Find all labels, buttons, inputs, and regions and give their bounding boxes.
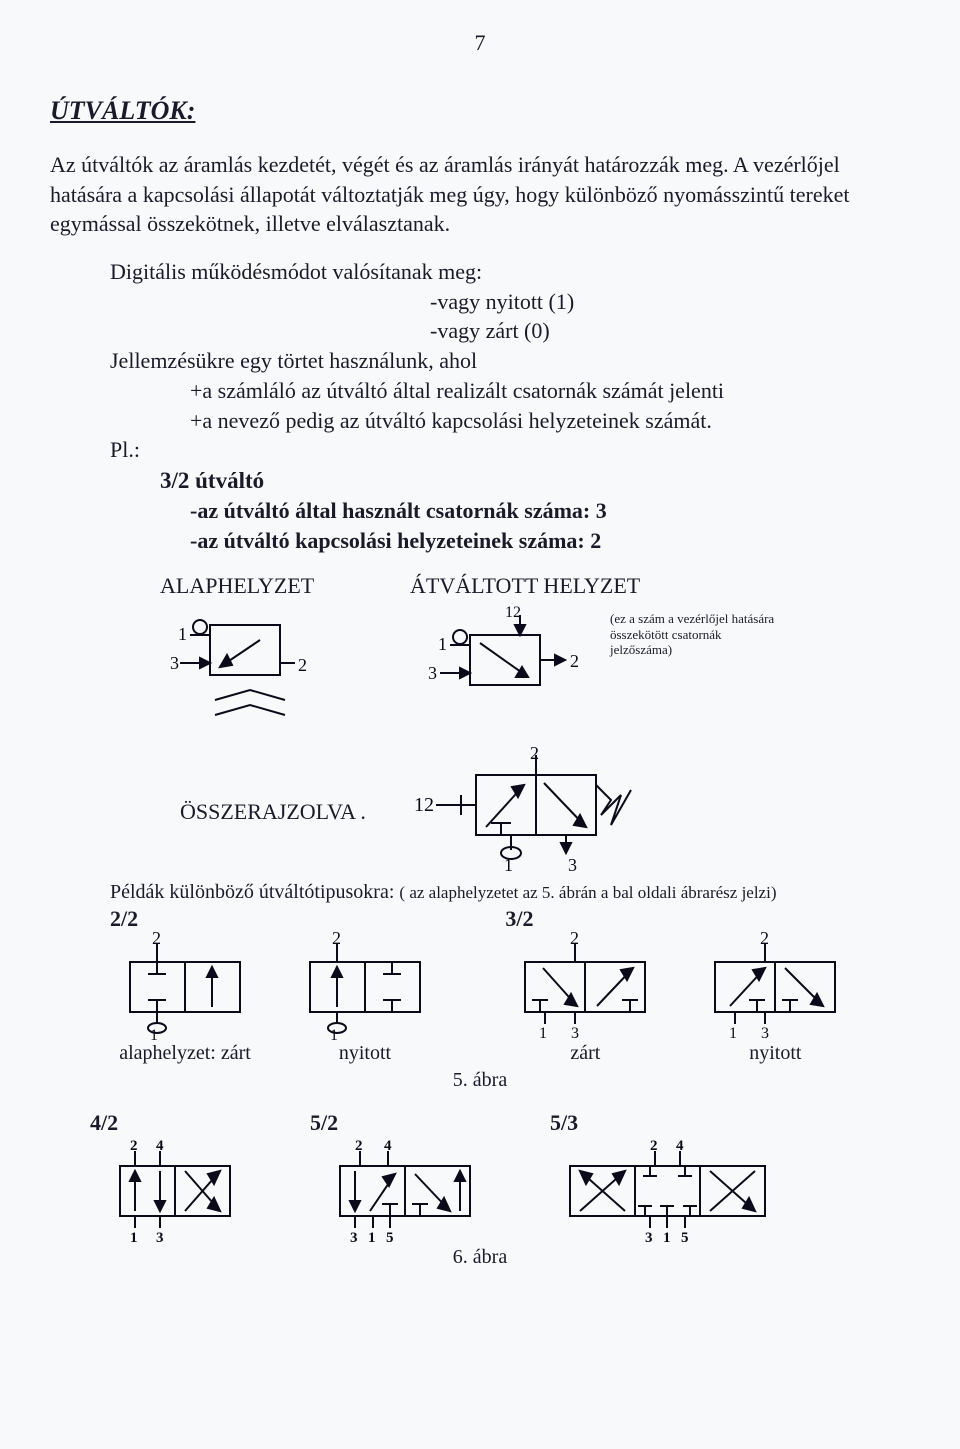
fraction-denominator: +a nevező pedig az útváltó kapcsolási he…	[50, 406, 910, 436]
p4: 4	[384, 1138, 392, 1154]
p1: 1	[150, 1027, 158, 1042]
valve-22-open: 2 1 nyitott	[290, 932, 440, 1065]
type-42-label: 4/2	[90, 1110, 118, 1136]
p2: 2	[152, 932, 161, 948]
p3: 3	[645, 1230, 653, 1246]
example-label: Pl.:	[50, 435, 910, 465]
port-2-label: 2	[298, 655, 307, 675]
fraction-numerator: +a számláló az útváltó által realizált c…	[50, 376, 910, 406]
figure-5-caption: 5. ábra	[50, 1069, 910, 1092]
section-title: ÚTVÁLTÓK:	[50, 96, 910, 126]
port-1-combined: 1	[504, 855, 513, 875]
valve-channels-line: -az útváltó által használt csatornák szá…	[50, 496, 910, 526]
port-3-label: 3	[170, 653, 179, 673]
valve-positions-line: -az útváltó kapcsolási helyzeteinek szám…	[50, 526, 910, 556]
p5: 5	[681, 1230, 689, 1246]
p3: 3	[156, 1230, 164, 1246]
p1: 1	[729, 1025, 737, 1042]
valve-combined-svg: 12 2 1 3	[406, 745, 686, 875]
port-2-combined: 2	[530, 745, 539, 763]
p2: 2	[355, 1138, 363, 1154]
default-position-figure: ALAPHELYZET	[160, 573, 340, 735]
port-1-label: 1	[178, 624, 187, 644]
type-53-label: 5/3	[550, 1110, 578, 1136]
valve-32-open: 2 1 3 nyitott	[695, 932, 855, 1065]
p4: 4	[156, 1138, 164, 1154]
p2: 2	[650, 1138, 658, 1154]
valve-52: 5/2	[310, 1110, 500, 1246]
p1: 1	[130, 1230, 138, 1246]
p2: 2	[332, 932, 341, 948]
p1: 1	[663, 1230, 671, 1246]
label-open-2: nyitott	[749, 1042, 801, 1065]
examples-intro-main: Példák különböző útváltótipusokra:	[110, 881, 394, 903]
port-1-label-r: 1	[438, 634, 447, 654]
p3: 3	[571, 1025, 579, 1042]
label-open: nyitott	[339, 1042, 391, 1065]
figure-6-caption: 6. ábra	[50, 1246, 910, 1269]
type-52-label: 5/2	[310, 1110, 338, 1136]
port-2-label-r: 2	[570, 651, 579, 671]
p1: 1	[539, 1025, 547, 1042]
p4: 4	[676, 1138, 684, 1154]
valve-switched-svg: 12 1 3 2	[410, 605, 610, 705]
p3: 3	[761, 1025, 769, 1042]
label-default-closed: alaphelyzet: zárt	[119, 1042, 251, 1065]
examples-intro: Példák különböző útváltótipusokra: ( az …	[50, 881, 910, 904]
port-3-combined: 3	[568, 855, 577, 875]
switched-position-title: ÁTVÁLTOTT HELYZET	[410, 573, 640, 599]
valve-42: 4/2 2	[90, 1110, 260, 1246]
label-closed: zárt	[570, 1042, 600, 1065]
valve-22-closed: 2 1 alaphelyzet: zárt	[110, 932, 260, 1065]
twelve-note: (ez a szám a vezérlőjel hatására összekö…	[610, 611, 780, 658]
page-number: 7	[50, 30, 910, 56]
p5: 5	[386, 1230, 394, 1246]
p2: 2	[130, 1138, 138, 1154]
p2: 2	[760, 932, 769, 948]
fraction-intro: Jellemzésükre egy törtet használunk, aho…	[50, 346, 910, 376]
port-12-combined: 12	[414, 794, 434, 816]
p1: 1	[368, 1230, 376, 1246]
type-32-label: 3/2	[505, 906, 910, 932]
valve-53: 5/3	[550, 1110, 800, 1246]
intro-paragraph: Az útváltók az áramlás kezdetét, végét é…	[50, 150, 910, 239]
type-22-label: 2/2	[110, 906, 495, 932]
valve-default-svg: 1 3 2	[160, 605, 340, 735]
examples-intro-paren: ( az alaphelyzetet az 5. ábrán a bal old…	[399, 883, 776, 902]
switched-position-figure: ÁTVÁLTOTT HELYZET	[410, 573, 790, 705]
port-12-label: 12	[505, 605, 521, 621]
p2: 2	[570, 932, 579, 948]
port-3-label-r: 3	[428, 663, 437, 683]
p3: 3	[350, 1230, 358, 1246]
valve-name: 3/2 útváltó	[50, 465, 910, 496]
open-option: -vagy nyitott (1)	[50, 287, 910, 317]
combined-title: ÖSSZERAJZOLVA .	[180, 799, 366, 825]
closed-option: -vagy zárt (0)	[50, 316, 910, 346]
p1: 1	[330, 1027, 338, 1042]
valve-32-closed: 2 1 3 zárt	[505, 932, 665, 1065]
default-position-title: ALAPHELYZET	[160, 573, 314, 599]
digital-mode-line: Digitális működésmódot valósítanak meg:	[50, 257, 910, 287]
